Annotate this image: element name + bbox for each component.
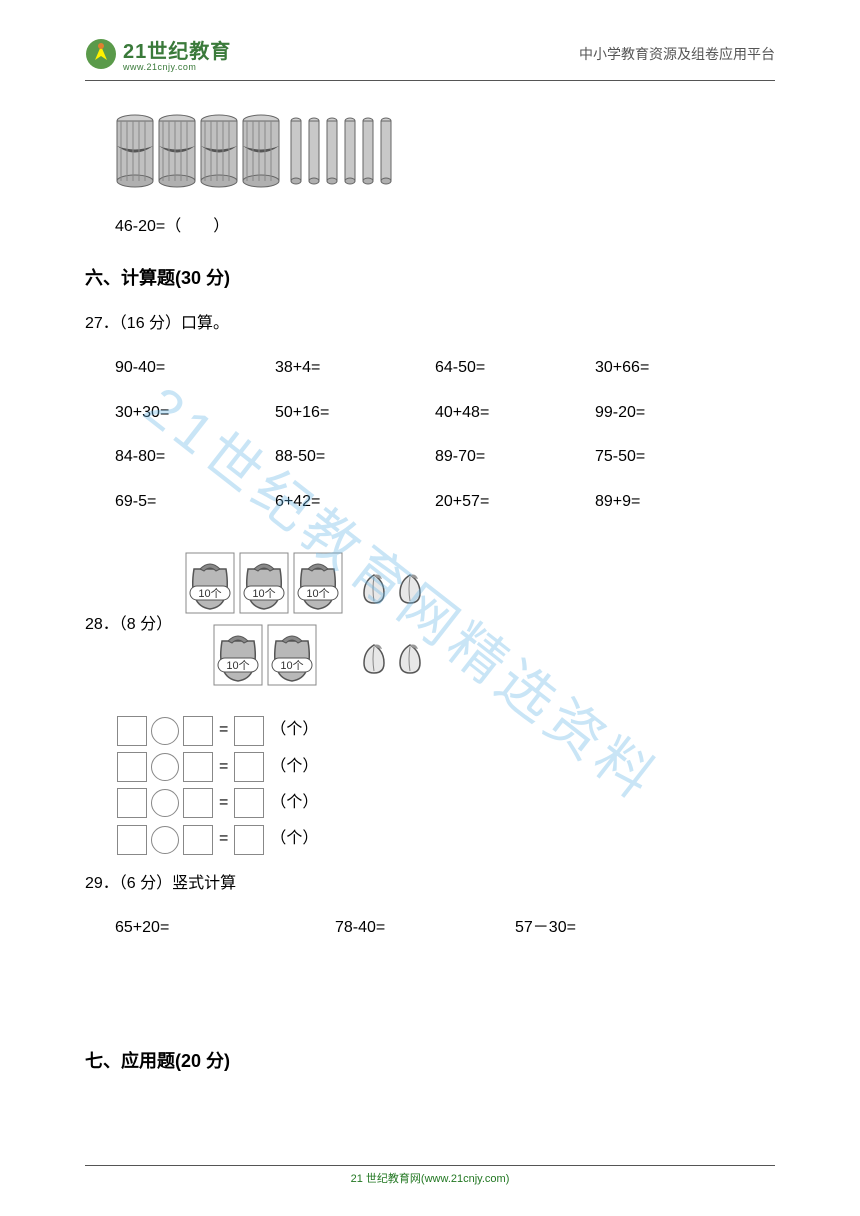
calc-cell: 20+57= <box>435 487 595 517</box>
page-header: 21世纪教育 www.21cnjy.com 中小学教育资源及组卷应用平台 <box>85 35 775 81</box>
calc-cell: 38+4= <box>275 353 435 383</box>
calc-cell: 40+48= <box>435 398 595 428</box>
header-right-text: 中小学教育资源及组卷应用平台 <box>579 44 775 64</box>
calc-cell: 89+9= <box>595 487 715 517</box>
section6-title: 六、计算题(30 分) <box>85 261 775 295</box>
q27-grid: 90-40=38+4=64-50=30+66= 30+30=50+16=40+48… <box>85 353 775 517</box>
circle-icon <box>151 717 179 745</box>
calc-cell: 75-50= <box>595 442 715 472</box>
page-content: 46-20=（ ） 六、计算题(30 分) 27．（16 分）口算。 90-40… <box>85 111 775 1078</box>
box-icon <box>183 825 213 855</box>
logo: 21世纪教育 www.21cnjy.com <box>85 35 231 72</box>
svg-text:10个: 10个 <box>281 659 304 672</box>
section7-title: 七、应用题(20 分) <box>85 1044 775 1078</box>
box-icon <box>234 788 264 818</box>
svg-text:10个: 10个 <box>253 587 276 600</box>
box-icon <box>183 716 213 746</box>
calc-row: 30+30=50+16=40+48=99-20= <box>115 398 775 428</box>
sticks-equation: 46-20=（ ） <box>115 212 775 242</box>
equals-text: = <box>219 752 228 782</box>
circle-icon <box>151 789 179 817</box>
calc-cell: 65+20= <box>115 913 335 943</box>
q29-row: 65+20=78-40=57－30= <box>115 913 775 943</box>
q29-label: 29．（6 分）竖式计算 <box>85 869 775 899</box>
calc-cell: 30+30= <box>115 398 275 428</box>
logo-main-text: 21世纪教育 <box>123 41 231 63</box>
eq-row-2: = （个） <box>115 752 775 782</box>
circle-icon <box>151 753 179 781</box>
page-footer: 21 世纪教育网(www.21cnjy.com) <box>85 1165 775 1186</box>
equals-text: = <box>219 824 228 854</box>
box-icon <box>117 825 147 855</box>
sticks-image <box>115 111 775 202</box>
equals-text: = <box>219 788 228 818</box>
calc-row: 69-5=6+42=20+57=89+9= <box>115 487 775 517</box>
calc-cell: 78-40= <box>335 913 515 943</box>
calc-cell: 50+16= <box>275 398 435 428</box>
svg-text:10个: 10个 <box>227 659 250 672</box>
box-icon <box>234 825 264 855</box>
eq-row-4: = （个） <box>115 824 775 854</box>
calc-row: 84-80=88-50=89-70=75-50= <box>115 442 775 472</box>
calc-cell: 99-20= <box>595 398 715 428</box>
calc-cell: 69-5= <box>115 487 275 517</box>
calc-cell: 89-70= <box>435 442 595 472</box>
box-icon <box>117 788 147 818</box>
equals-text: = <box>219 715 228 745</box>
box-icon <box>234 716 264 746</box>
eq-row-3: = （个） <box>115 788 775 818</box>
calc-cell: 57－30= <box>515 913 665 943</box>
unit-text: （个） <box>270 715 318 745</box>
unit-text: （个） <box>270 824 318 854</box>
calc-cell: 6+42= <box>275 487 435 517</box>
unit-text: （个） <box>270 788 318 818</box>
bags-image: 10个 10个 10个 10个 10个 <box>182 547 442 703</box>
svg-text:10个: 10个 <box>199 587 222 600</box>
box-icon <box>117 752 147 782</box>
box-icon <box>117 716 147 746</box>
box-icon <box>183 752 213 782</box>
q28-label: 28．（8 分） <box>85 610 172 640</box>
eq-row-1: = （个） <box>115 715 775 745</box>
logo-sub-text: www.21cnjy.com <box>123 62 231 72</box>
q27-label: 27．（16 分）口算。 <box>85 309 775 339</box>
calc-cell: 30+66= <box>595 353 715 383</box>
calc-cell: 88-50= <box>275 442 435 472</box>
logo-icon <box>85 38 117 70</box>
circle-icon <box>151 826 179 854</box>
calc-row: 90-40=38+4=64-50=30+66= <box>115 353 775 383</box>
box-icon <box>234 752 264 782</box>
calc-cell: 64-50= <box>435 353 595 383</box>
calc-cell: 90-40= <box>115 353 275 383</box>
calc-cell: 84-80= <box>115 442 275 472</box>
unit-text: （个） <box>270 752 318 782</box>
q28-equations: = （个） = （个） = （个） = （个） <box>115 715 775 855</box>
q28-line: 28．（8 分） 10个 10个 10个 10个 10个 <box>85 547 775 703</box>
svg-text:10个: 10个 <box>307 587 330 600</box>
box-icon <box>183 788 213 818</box>
